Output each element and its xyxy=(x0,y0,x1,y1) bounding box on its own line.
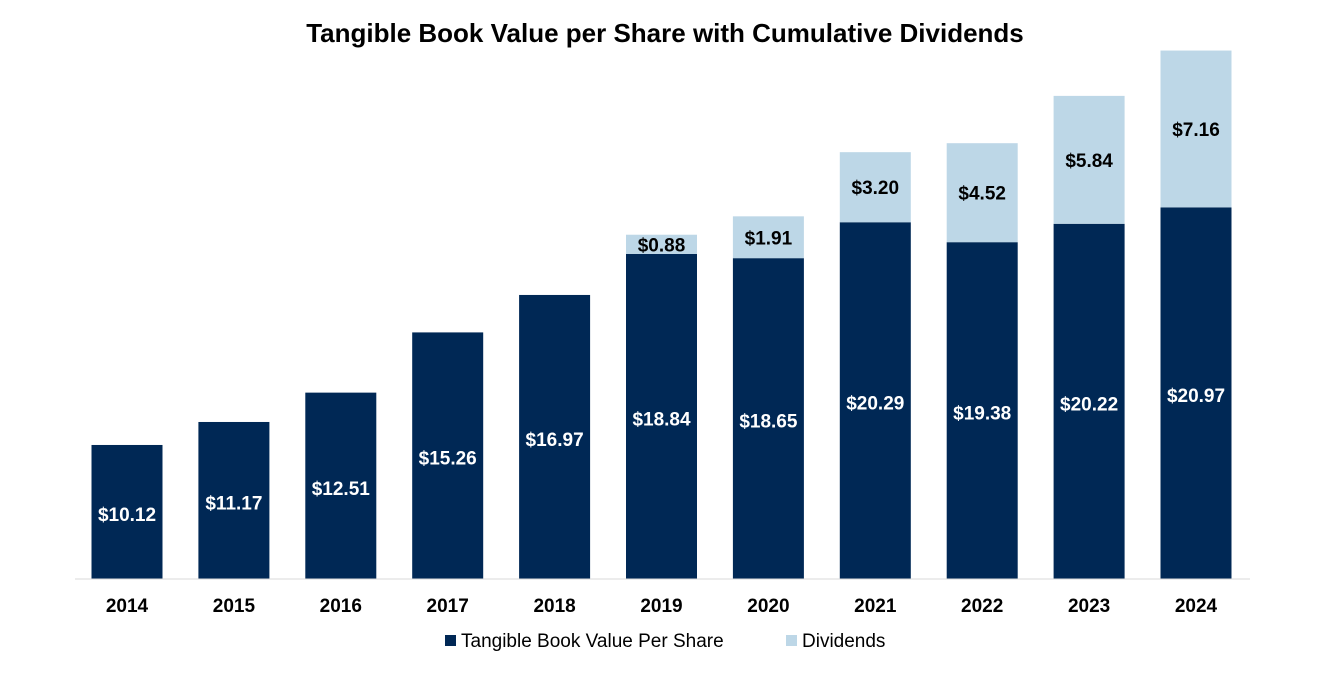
x-tick-label-2023: 2023 xyxy=(1068,596,1110,617)
x-tick-label-2014: 2014 xyxy=(106,596,149,617)
x-tick-label-2021: 2021 xyxy=(854,596,897,617)
data-label-tbv-2015: $11.17 xyxy=(205,493,262,514)
legend-swatch-tbv xyxy=(445,635,456,646)
bar-tbv-2018 xyxy=(519,294,591,579)
data-label-dividends-2022: $4.52 xyxy=(958,184,1006,205)
bar-tbv-2022 xyxy=(946,242,1018,580)
x-tick-label-2024: 2024 xyxy=(1175,596,1218,617)
bar-tbv-2020 xyxy=(732,258,804,579)
data-label-dividends-2024: $7.16 xyxy=(1172,120,1220,141)
bar-tbv-2019 xyxy=(626,254,697,579)
legend-label-dividends: Dividends xyxy=(802,631,885,652)
data-label-tbv-2019: $18.84 xyxy=(632,410,691,431)
bar-tbv-2024 xyxy=(1160,207,1232,579)
legend-label-tbv: Tangible Book Value Per Share xyxy=(461,631,724,652)
bar-dividends-2022 xyxy=(946,143,1018,243)
bar-tbv-2016 xyxy=(305,392,377,579)
bar-dividends-2020 xyxy=(732,216,804,259)
bar-dividends-2019 xyxy=(626,234,697,255)
bar-tbv-2023 xyxy=(1053,223,1125,580)
legend: Tangible Book Value Per Share Dividends xyxy=(445,631,885,652)
data-label-tbv-2016: $12.51 xyxy=(312,479,371,500)
data-label-tbv-2024: $20.97 xyxy=(1167,386,1225,407)
bar-tbv-2017 xyxy=(412,332,484,579)
x-tick-label-2020: 2020 xyxy=(747,596,789,617)
x-tick-label-2015: 2015 xyxy=(213,596,256,617)
data-label-tbv-2017: $15.26 xyxy=(419,449,477,470)
bar-dividends-2024 xyxy=(1160,50,1232,208)
data-label-tbv-2018: $16.97 xyxy=(526,430,584,451)
x-tick-label-2018: 2018 xyxy=(533,596,575,617)
data-label-dividends-2023: $5.84 xyxy=(1065,151,1113,172)
bar-tbv-2015 xyxy=(198,421,270,579)
legend-swatch-dividends xyxy=(786,635,797,646)
bar-dividends-2023 xyxy=(1053,95,1125,224)
data-label-tbv-2020: $18.65 xyxy=(739,412,798,433)
data-label-tbv-2021: $20.29 xyxy=(846,394,904,415)
x-tick-label-2017: 2017 xyxy=(427,596,469,617)
x-tick-label-2019: 2019 xyxy=(640,596,682,617)
data-label-dividends-2021: $3.20 xyxy=(852,178,900,199)
chart-title: Tangible Book Value per Share with Cumul… xyxy=(306,18,1024,48)
data-label-tbv-2014: $10.12 xyxy=(98,505,156,526)
data-label-dividends-2019: $0.88 xyxy=(638,235,686,256)
x-tick-label-2022: 2022 xyxy=(961,596,1003,617)
x-tick-label-2016: 2016 xyxy=(320,596,362,617)
data-label-dividends-2020: $1.91 xyxy=(745,228,793,249)
bar-tbv-2021 xyxy=(839,222,911,579)
data-label-tbv-2022: $19.38 xyxy=(953,404,1011,425)
bar-dividends-2021 xyxy=(839,152,911,223)
data-label-tbv-2023: $20.22 xyxy=(1060,394,1118,415)
bar-tbv-2014 xyxy=(91,444,163,579)
